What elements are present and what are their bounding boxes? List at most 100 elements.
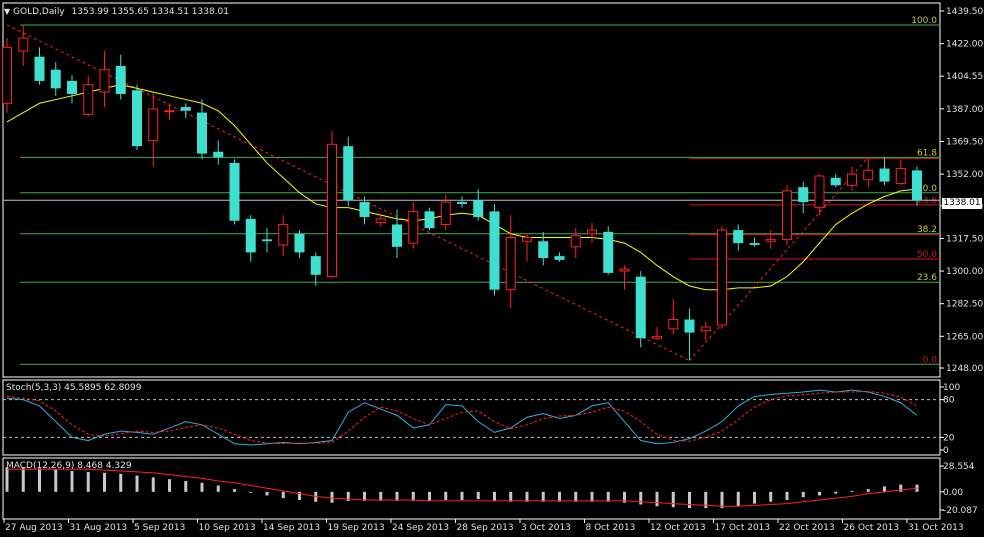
y-tick-label: 1422.00 [946,40,983,50]
macd-hist-bar [363,491,366,501]
stoch-pane-frame [2,379,941,456]
candle-body [115,65,126,94]
x-tick-label: 12 Oct 2013 [650,523,706,533]
macd-hist-bar [428,491,431,501]
candle-body [538,241,549,259]
candle-body [392,224,402,247]
ohlc-values: 1353.99 1355.65 1334.51 1338.01 [71,7,229,17]
symbol-label: GOLD,Daily [13,7,65,17]
candle-body [554,256,565,260]
macd-hist-bar [655,491,659,507]
stoch-y-tick-label: 80 [943,396,955,406]
candle-body [912,170,922,201]
macd-hist-bar [298,491,301,500]
macd-hist-bar [411,491,415,501]
macd-hist-bar [21,467,25,492]
candle-body [570,235,581,248]
stoch-y-tick-label: 100 [943,383,960,393]
candle-body [164,110,175,113]
macd-hist-bar [70,471,74,492]
candle-body [99,69,110,93]
macd-hist-bar [119,473,123,492]
y-tick-label: 1248.00 [946,364,983,374]
candle-body [798,187,809,203]
y-tick-label: 1404.55 [946,72,983,82]
candle-body [505,237,516,291]
stoch-main-line [6,389,918,446]
fib-minor-label: 23.6 [917,196,937,206]
candle-body [18,37,29,52]
candle-body [457,202,467,204]
candle-body [684,319,695,333]
macd-hist-bar [558,491,561,502]
candle-body [50,69,61,89]
y-tick-label: 1282.50 [946,300,983,310]
candle-body [359,202,370,217]
macd-hist-bar [541,491,545,502]
candle-body [197,112,207,154]
triangle-down-icon[interactable]: ▼ [4,7,11,16]
macd-hist-bar [265,491,269,496]
candle-body [245,218,256,253]
x-tick-label: 14 Sep 2013 [263,523,320,533]
macd-hist-bar [460,491,464,500]
macd-hist-bar [753,491,756,504]
macd-hist-bar [379,491,383,501]
macd-hist-bar [623,491,626,503]
candle-body [213,151,224,158]
x-tick-label: 5 Sep 2013 [134,523,185,533]
macd-hist-bar [866,489,870,492]
candle-body [148,108,159,142]
x-tick-label: 31 Aug 2013 [70,523,128,533]
y-tick-label: 1300.00 [946,267,983,277]
candle-body [847,173,857,186]
macd-hist-bar [509,491,513,502]
x-tick-label: 3 Oct 2013 [521,523,571,533]
candle-body [717,229,727,326]
candle-body [489,211,500,290]
macd-hist-bar [249,491,253,493]
macd-hist-bar [704,491,708,509]
macd-hist-bar [216,485,220,492]
candle-body [587,229,597,235]
fib-level-label: 61.8 [917,148,937,158]
macd-hist-bar [720,491,724,509]
macd-hist-bar [444,491,448,500]
macd-hist-bar [5,467,9,492]
candle-body [327,143,337,278]
macd-hist-bar [525,491,529,502]
macd-hist-bar [850,490,854,492]
macd-hist-bar [899,484,903,492]
macd-hist-bar [135,475,139,492]
macd-y-tick-label: -20.087 [943,506,978,516]
y-tick-label: 1369.50 [946,137,983,147]
candle-body [522,237,532,242]
macd-hist-bar [86,471,90,492]
macd-hist-bar [785,491,789,500]
macd-pane-frame [2,457,941,520]
x-tick-label: 19 Sep 2013 [328,523,385,533]
y-tick-label: 1352.00 [946,170,983,180]
candle-body [668,319,679,330]
candle-body [180,107,191,111]
candle-body [635,276,646,339]
macd-hist-bar [818,491,821,496]
fib-level-label: 0.0 [923,355,938,365]
stoch-y-tick-label: 0 [943,446,949,456]
macd-hist-bar [38,468,41,492]
candle-body [67,80,77,94]
candle-body [652,335,662,339]
candle-body [262,239,272,242]
candle-body [34,56,45,81]
y-tick-label: 1387.00 [946,105,983,115]
macd-hist-bar [281,491,285,499]
fib-level-label: 50.0 [917,184,937,194]
candle-body [619,268,630,272]
macd-hist-bar [834,491,838,494]
fib-level-label: 100.0 [911,16,937,26]
macd-hist-bar [54,469,58,492]
fib-level-label: 38.2 [917,225,937,235]
candle-body [229,162,240,221]
candle-body [310,256,321,275]
